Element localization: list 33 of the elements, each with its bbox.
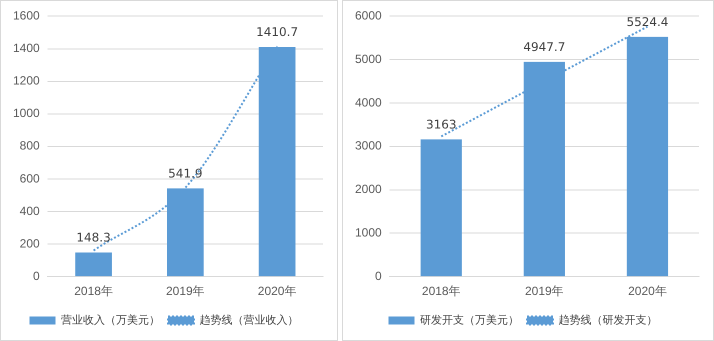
y-tick-label: 600 — [20, 171, 40, 186]
data-label: 3163 — [426, 117, 457, 132]
y-tick-label: 400 — [20, 204, 40, 218]
y-tick-label: 4000 — [354, 95, 382, 110]
y-tick-label: 3000 — [354, 138, 382, 153]
y-tick-label: 0 — [375, 268, 382, 283]
x-tick-label: 2020年 — [258, 284, 296, 298]
data-label: 4947.7 — [523, 40, 566, 54]
data-label: 541.9 — [168, 166, 203, 181]
data-label: 5524.4 — [626, 14, 668, 29]
y-tick-label: 1000 — [354, 226, 382, 240]
y-tick-label: 6000 — [354, 8, 382, 23]
x-tick-label: 2019年 — [166, 284, 205, 298]
y-tick-label: 1400 — [12, 41, 40, 56]
x-tick-label: 2018年 — [74, 284, 113, 298]
x-tick-label: 2020年 — [628, 284, 667, 298]
y-tick-label: 200 — [20, 236, 40, 250]
legend-label: 研发开支（万美元） — [420, 313, 519, 326]
y-tick-label: 2000 — [354, 182, 382, 196]
x-tick-label: 2018年 — [422, 284, 461, 298]
data-label: 148.3 — [76, 230, 111, 245]
y-tick-label: 1200 — [12, 74, 40, 88]
legend-label: 趋势线（研发开支） — [558, 313, 658, 326]
data-label: 1410.7 — [256, 25, 298, 40]
y-tick-label: 800 — [20, 138, 40, 153]
bar — [420, 139, 462, 276]
x-tick-label: 2019年 — [524, 284, 564, 298]
y-tick-label: 1000 — [12, 106, 40, 120]
y-tick-label: 5000 — [354, 52, 382, 66]
y-tick-label: 1600 — [12, 8, 40, 23]
legend-label: 趋势线（营业收入） — [200, 313, 298, 326]
y-tick-label: 0 — [33, 268, 40, 283]
legend-label: 营业收入（万美元） — [61, 313, 160, 326]
